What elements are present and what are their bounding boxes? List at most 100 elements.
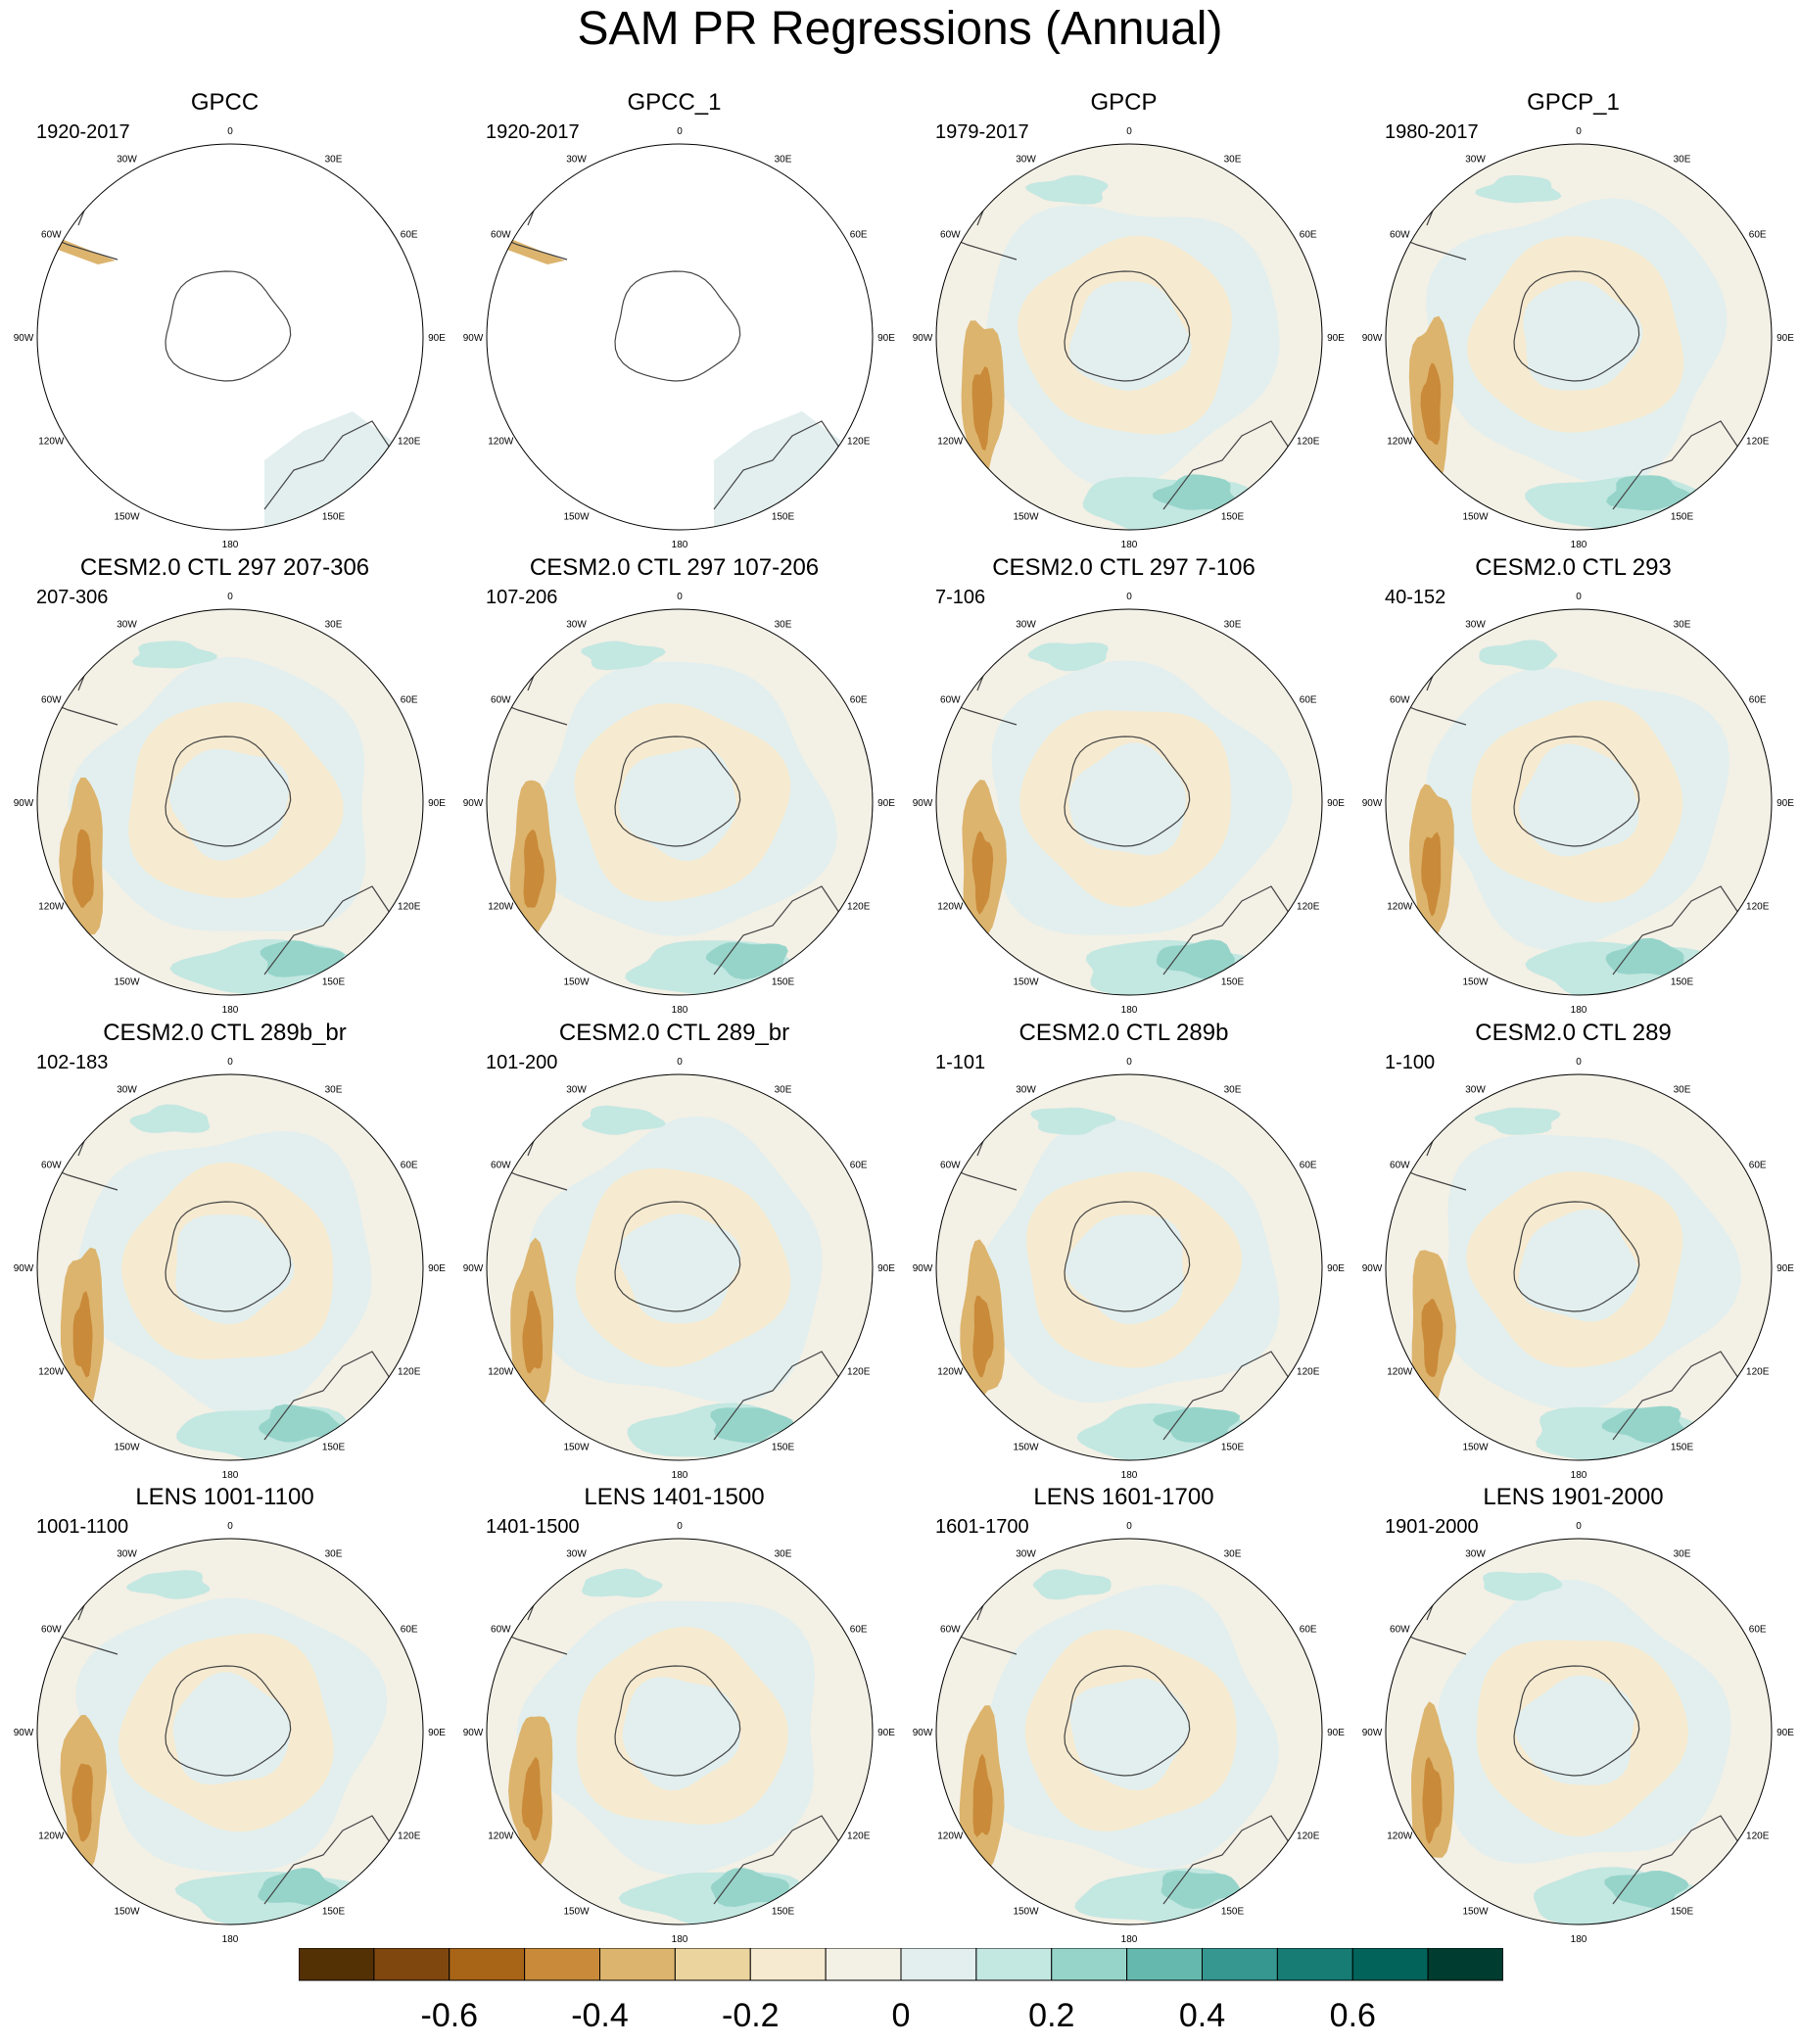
- longitude-label: 120W: [937, 902, 964, 913]
- longitude-label: 60W: [491, 1161, 511, 1171]
- regression-field: [1386, 609, 1772, 995]
- longitude-label: 90W: [14, 1263, 34, 1274]
- map-panel: LENS 1601-1700 0 30E 60E 90E 120E 150E 180 150W 1…: [899, 1483, 1349, 1948]
- regression-field: [37, 1074, 423, 1460]
- longitude-label: 60E: [1749, 1161, 1767, 1171]
- longitude-label: 90W: [463, 333, 484, 344]
- longitude-label: 90E: [428, 1728, 446, 1738]
- longitude-label: 60W: [1390, 1625, 1410, 1636]
- longitude-label: 90E: [877, 1263, 895, 1274]
- longitude-label: 180: [222, 1470, 239, 1481]
- panel-title: CESM2.0 CTL 289: [1475, 1020, 1672, 1046]
- longitude-label: 60E: [1749, 695, 1767, 706]
- longitude-label: 60W: [1390, 230, 1410, 241]
- longitude-label: 150E: [772, 1907, 795, 1918]
- longitude-label: 30W: [1016, 1084, 1036, 1095]
- longitude-label: 0: [677, 126, 683, 137]
- panel-title: LENS 1901-2000: [1483, 1484, 1664, 1510]
- longitude-label: 90W: [463, 1263, 484, 1274]
- longitude-label: 30E: [775, 1084, 792, 1095]
- longitude-label: 90E: [1776, 1728, 1794, 1738]
- polar-map: 0 30E 60E 90E 120E 150E 180 150W 120W 90W 60W 30W: [1362, 1057, 1795, 1481]
- panel-title: CESM2.0 CTL 297 107-206: [529, 554, 820, 581]
- longitude-label: 90E: [877, 798, 895, 809]
- longitude-label: 90E: [1327, 333, 1345, 344]
- longitude-label: 0: [227, 126, 233, 137]
- longitude-label: 120W: [38, 1831, 65, 1842]
- longitude-label: 150E: [1671, 512, 1694, 523]
- colorbar-swatch: [1202, 1948, 1278, 1981]
- polar-map: 0 30E 60E 90E 120E 150E 180 150W 120W 90W 60W 30W: [913, 126, 1346, 550]
- panel-title: LENS 1601-1700: [1033, 1484, 1214, 1510]
- longitude-label: 0: [1576, 1521, 1582, 1532]
- longitude-label: 30E: [1674, 1084, 1691, 1095]
- longitude-label: 120W: [38, 437, 65, 448]
- longitude-label: 60W: [41, 230, 62, 241]
- longitude-label: 120E: [1746, 1367, 1770, 1378]
- colorbar-swatch: [975, 1948, 1053, 1981]
- polar-map: 0 30E 60E 90E 120E 150E 180 150W 120W 90W 60W 30W: [913, 592, 1346, 1016]
- longitude-label: 150W: [1013, 977, 1039, 988]
- longitude-label: 120W: [38, 1367, 65, 1378]
- colorbar-swatch: [1351, 1948, 1429, 1981]
- longitude-label: 30W: [1465, 1548, 1486, 1559]
- longitude-label: 150E: [1671, 1443, 1694, 1453]
- longitude-label: 150E: [772, 512, 795, 523]
- polar-map: 0 30E 60E 90E 120E 150E 180 150W 120W 90W 60W 30W: [14, 1521, 447, 1945]
- colorbar-swatch: [1126, 1948, 1204, 1981]
- colorbar-tick-label: -0.2: [722, 1997, 780, 2034]
- longitude-label: 120E: [398, 1367, 421, 1378]
- longitude-label: 180: [1571, 1934, 1587, 1945]
- longitude-label: 180: [1121, 540, 1138, 550]
- longitude-label: 90E: [428, 798, 446, 809]
- panel-title: CESM2.0 CTL 289_br: [558, 1020, 790, 1046]
- period-label: 1920-2017: [486, 121, 580, 143]
- longitude-label: 120E: [1297, 1831, 1320, 1842]
- map-panel: GPCP_1 0 30E 60E 90E 120E 150E 180 150W 120W 90W 60…: [1349, 88, 1798, 553]
- longitude-label: 30E: [1224, 1548, 1242, 1559]
- regression-field: [37, 144, 393, 530]
- longitude-label: 30E: [1674, 619, 1691, 630]
- polar-map: 0 30E 60E 90E 120E 150E 180 150W 120W 90W 60W 30W: [463, 1521, 896, 1945]
- longitude-label: 90W: [1362, 798, 1383, 809]
- longitude-label: 0: [227, 1057, 233, 1068]
- longitude-label: 30W: [117, 619, 137, 630]
- colorbar-swatch: [449, 1948, 526, 1981]
- longitude-label: 150W: [114, 512, 140, 523]
- longitude-label: 120E: [847, 902, 871, 913]
- longitude-label: 150E: [322, 1443, 346, 1453]
- map-panel: CESM2.0 CTL 297 7-106 0 30E 60E 90E 120E 150E 1…: [899, 553, 1349, 1019]
- panel-title: GPCC: [190, 89, 260, 116]
- longitude-label: 60W: [491, 1625, 511, 1636]
- map-panel: GPCP 0 30E 60E 90E 120E 150E 180 150W 120W 90W 60W 3…: [899, 88, 1349, 553]
- longitude-label: 150W: [114, 977, 140, 988]
- longitude-label: 60E: [850, 1161, 868, 1171]
- longitude-label: 180: [672, 1005, 688, 1016]
- longitude-label: 90E: [877, 333, 895, 344]
- map-panel: LENS 1401-1500 0 30E 60E 90E 120E 150E 180 150W 1…: [450, 1483, 899, 1948]
- longitude-label: 0: [1126, 126, 1132, 137]
- colorbar-swatch: [1427, 1948, 1503, 1981]
- longitude-label: 60E: [1749, 1625, 1767, 1636]
- longitude-label: 90W: [14, 798, 34, 809]
- longitude-label: 150W: [1462, 977, 1489, 988]
- longitude-label: 90W: [14, 1728, 34, 1738]
- colorbar-swatch: [599, 1948, 676, 1981]
- longitude-label: 90E: [1327, 1728, 1345, 1738]
- polar-map: 0 30E 60E 90E 120E 150E 180 150W 120W 90W 60W 30W: [14, 592, 447, 1016]
- longitude-label: 150W: [1013, 1907, 1039, 1918]
- longitude-label: 30W: [566, 1084, 587, 1095]
- period-label: 102-183: [36, 1052, 109, 1073]
- map-panel: CESM2.0 CTL 297 107-206 0 30E 60E 90E 120E 150…: [450, 553, 899, 1019]
- longitude-label: 150E: [322, 1907, 346, 1918]
- map-panel: CESM2.0 CTL 289 0 30E 60E 90E 120E 150E 180 150W…: [1349, 1019, 1798, 1484]
- period-label: 107-206: [486, 587, 558, 608]
- longitude-label: 30W: [566, 619, 587, 630]
- regression-field: [1386, 1074, 1772, 1460]
- polar-map: 0 30E 60E 90E 120E 150E 180 150W 120W 90W 60W 30W: [913, 1521, 1346, 1945]
- map-panel: CESM2.0 CTL 293 0 30E 60E 90E 120E 150E 180 150W…: [1349, 553, 1798, 1019]
- longitude-label: 150W: [1462, 512, 1489, 523]
- period-label: 1401-1500: [486, 1516, 580, 1538]
- colorbar-tick-label: -0.6: [421, 1997, 479, 2034]
- longitude-label: 120W: [937, 437, 964, 448]
